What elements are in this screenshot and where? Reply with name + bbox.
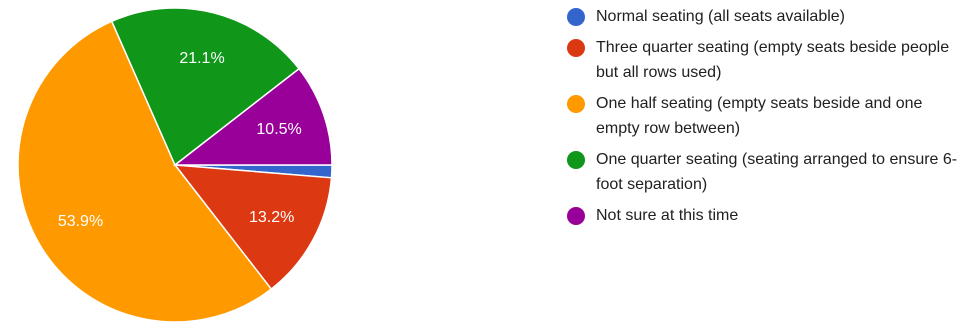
legend-swatch-icon bbox=[567, 8, 585, 26]
pie-slice-label-3: 21.1% bbox=[179, 50, 224, 67]
legend-swatch-icon bbox=[567, 207, 585, 225]
legend-swatch-icon bbox=[567, 151, 585, 169]
legend-swatch-icon bbox=[567, 39, 585, 57]
legend-label: One half seating (empty seats beside and… bbox=[596, 95, 922, 137]
pie-chart: 13.2% 53.9% 21.1% 10.5% bbox=[0, 0, 560, 323]
pie-slice-label-4: 10.5% bbox=[256, 121, 301, 138]
pie-slices bbox=[18, 8, 332, 322]
chart-legend: Normal seating (all seats available) Thre… bbox=[566, 4, 961, 234]
legend-label: Not sure at this time bbox=[596, 207, 738, 224]
legend-label: Normal seating (all seats available) bbox=[596, 8, 845, 25]
legend-item-2: One half seating (empty seats beside and… bbox=[566, 91, 961, 141]
pie-slice-label-2: 53.9% bbox=[58, 213, 103, 230]
legend-swatch-icon bbox=[567, 95, 585, 113]
legend-item-1: Three quarter seating (empty seats besid… bbox=[566, 35, 961, 85]
legend-label: One quarter seating (seating arranged to… bbox=[596, 151, 957, 193]
legend-item-3: One quarter seating (seating arranged to… bbox=[566, 147, 961, 197]
legend-label: Three quarter seating (empty seats besid… bbox=[596, 39, 949, 81]
legend-item-0: Normal seating (all seats available) bbox=[566, 4, 961, 29]
pie-slice-label-1: 13.2% bbox=[249, 209, 294, 226]
legend-item-4: Not sure at this time bbox=[566, 203, 961, 228]
